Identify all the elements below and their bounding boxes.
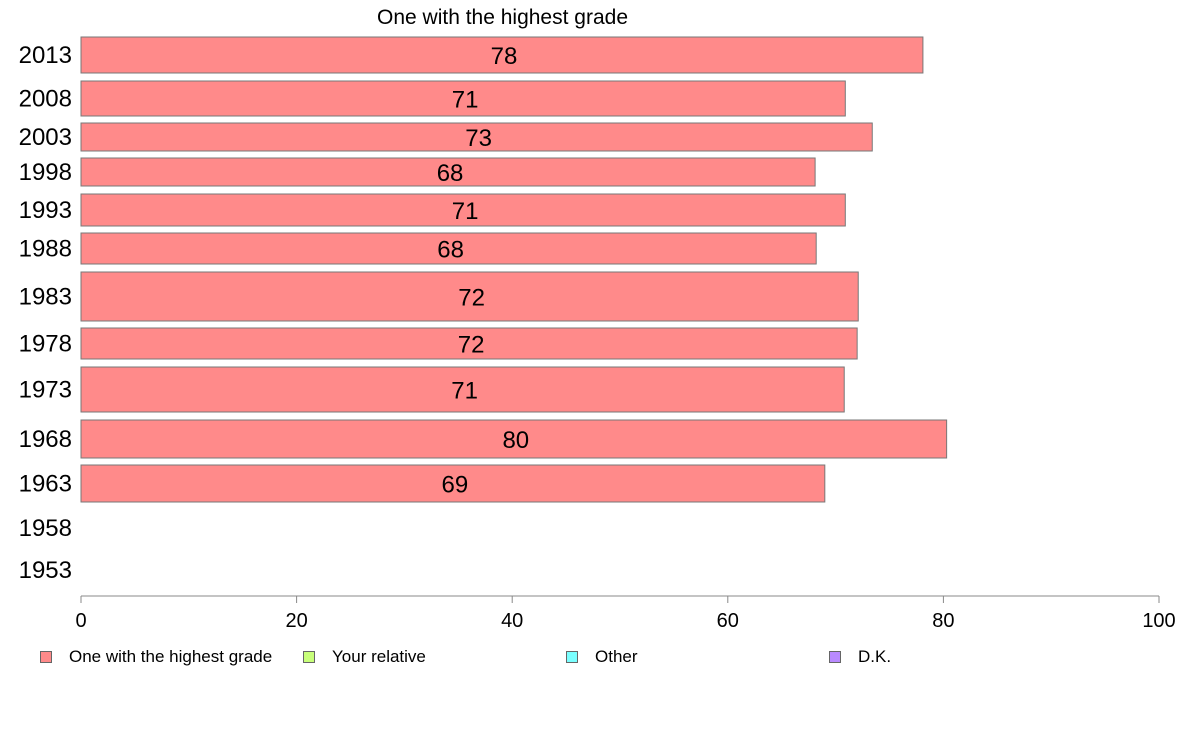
bar [80,327,858,360]
y-tick-label: 2008 [19,86,72,113]
bar [80,122,873,152]
legend-swatch [303,651,315,663]
data-label: 73 [465,125,492,152]
x-tick-label: 40 [501,610,523,632]
bar [80,419,948,459]
legend-swatch [40,651,52,663]
data-label: 72 [458,285,485,312]
x-tick-label: 60 [717,610,739,632]
chart-title: One with the highest grade [377,6,628,29]
x-tick-label: 100 [1142,610,1175,632]
data-label: 71 [451,378,478,405]
x-tick-label: 0 [75,610,86,632]
bar [80,271,859,322]
y-tick-label: 2013 [19,42,72,69]
data-label: 78 [491,43,518,70]
y-tick-label: 1998 [19,159,72,186]
legend-item-other: Other [566,647,638,667]
y-tick-label: 1968 [19,426,72,453]
legend-item-your-relative: Your relative [303,647,426,667]
bar [80,193,846,227]
y-tick-label: 1988 [19,236,72,263]
chart-legend: One with the highest grade Your relative… [0,647,1188,673]
bar [80,366,845,413]
legend-swatch [829,651,841,663]
data-label: 68 [437,237,464,264]
legend-item-highest-grade: One with the highest grade [40,647,272,667]
legend-label: D.K. [858,647,892,666]
y-tick-label: 1983 [19,284,72,311]
bar [80,464,826,503]
y-tick-label: 1958 [19,515,72,542]
data-label: 72 [458,332,485,359]
bar [80,80,846,117]
bar-chart: 2013 78 2008 71 2003 73 1998 68 1993 71 1988 68 1983… [19,36,1176,632]
data-label: 71 [452,198,479,225]
y-tick-label: 1978 [19,331,72,358]
legend-label: One with the highest grade [69,647,273,666]
legend-label: Your relative [332,647,426,666]
y-tick-label: 1993 [19,197,72,224]
y-tick-label: 1953 [19,557,72,584]
bar [80,36,924,74]
y-tick-label: 1973 [19,377,72,404]
data-label: 69 [442,472,469,499]
x-tick-label: 80 [932,610,954,632]
legend-swatch [566,651,578,663]
bar [80,232,817,265]
y-tick-label: 2003 [19,124,72,151]
legend-item-dk: D.K. [829,647,891,667]
data-label: 80 [502,427,529,454]
y-tick-label: 1963 [19,471,72,498]
x-tick-label: 20 [285,610,307,632]
legend-label: Other [595,647,638,666]
bar [80,157,816,187]
data-label: 68 [437,160,464,187]
data-label: 71 [452,87,479,114]
